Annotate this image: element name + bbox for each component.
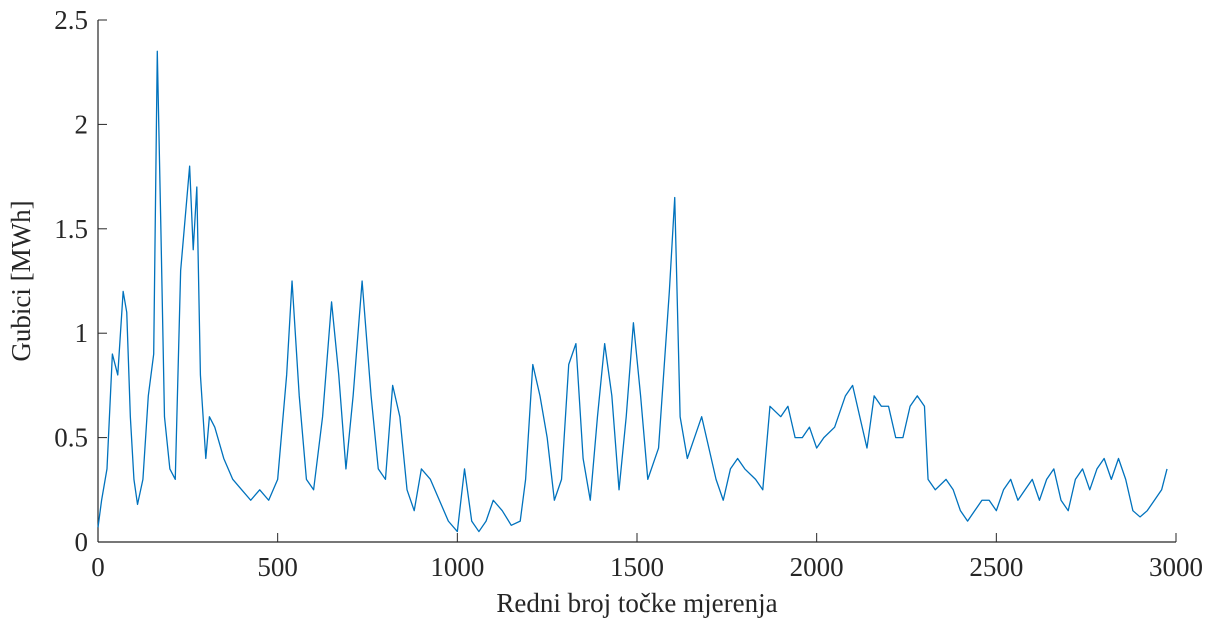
y-tick-label: 2.5 (54, 5, 88, 35)
x-tick-label: 2000 (790, 552, 844, 582)
x-tick-label: 0 (91, 552, 105, 582)
y-tick-label: 2 (75, 109, 89, 139)
x-tick-label: 1500 (610, 552, 664, 582)
x-tick-label: 500 (257, 552, 298, 582)
y-tick-label: 0.5 (54, 423, 88, 453)
y-tick-label: 1.5 (54, 214, 88, 244)
x-tick-label: 1000 (430, 552, 484, 582)
x-tick-label: 3000 (1149, 552, 1203, 582)
x-tick-label: 2500 (969, 552, 1023, 582)
y-axis-label: Gubici [MWh] (6, 200, 36, 361)
y-tick-label: 1 (75, 318, 89, 348)
x-axis-label: Redni broj točke mjerenja (496, 588, 777, 618)
y-tick-label: 0 (75, 527, 89, 557)
data-line (97, 50, 1168, 533)
